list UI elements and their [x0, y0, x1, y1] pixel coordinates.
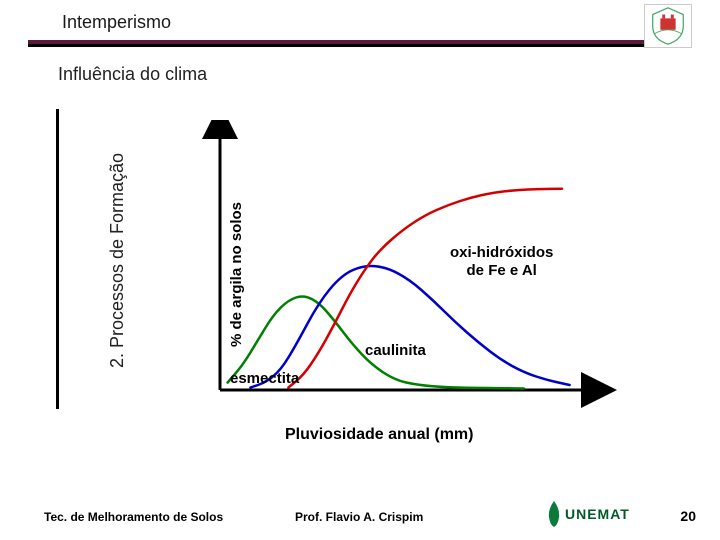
footer-course: Tec. de Melhoramento de Solos [44, 510, 223, 524]
footer-author: Prof. Flavio A. Crispim [295, 510, 423, 524]
section-rule [56, 109, 59, 409]
unemat-logo: UNEMAT [545, 498, 640, 530]
series-label-esmectita: esmectita [230, 370, 299, 387]
crest-logo [644, 4, 692, 48]
series-label-caulinita: caulinita [365, 342, 426, 359]
unemat-logo-text: UNEMAT [565, 506, 630, 522]
series-label-oxi: oxi-hidróxidos de Fe e Al [450, 244, 553, 280]
series-label-oxi-text: oxi-hidróxidos de Fe e Al [450, 244, 553, 279]
chart-region: % de argila no solos Pluviosidade anual … [170, 120, 620, 440]
top-rule [28, 44, 648, 47]
subtitle: Influência do clima [58, 64, 207, 85]
page-number: 20 [680, 508, 696, 524]
page-title: Intemperismo [62, 12, 171, 33]
chart-xlabel: Pluviosidade anual (mm) [285, 426, 473, 444]
unemat-logo-icon [545, 499, 563, 529]
section-label: 2. Processos de Formação [107, 153, 128, 368]
